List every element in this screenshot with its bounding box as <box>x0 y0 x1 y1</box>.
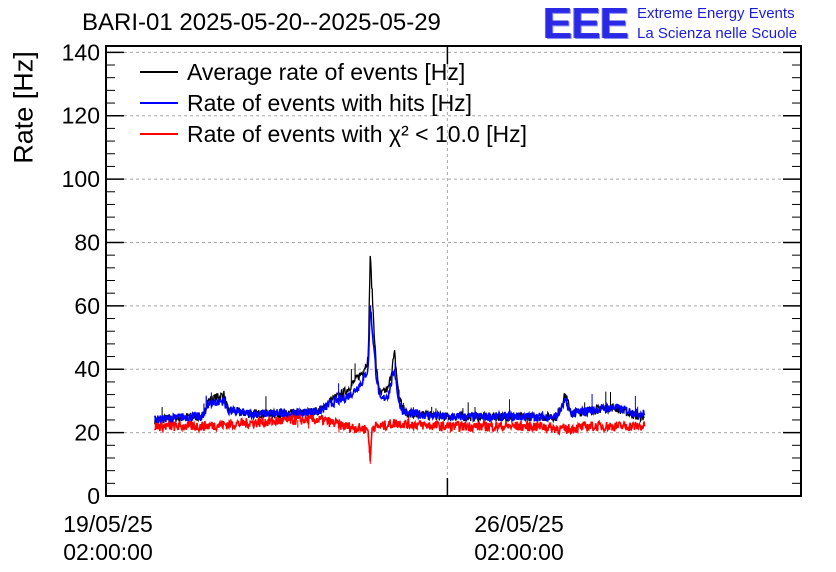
plot-frame <box>105 45 802 497</box>
x-tick-1-date: 19/05/25 <box>63 511 153 537</box>
y-tick-label-140: 140 <box>62 39 100 65</box>
y-tick-label-120: 120 <box>62 103 100 129</box>
x-tick-label-1: 19/05/25 02:00:00 <box>38 510 178 566</box>
y-tick-label-60: 60 <box>74 293 100 319</box>
x-tick-label-2: 26/05/25 02:00:00 <box>449 510 589 566</box>
series-line-hits <box>154 305 646 425</box>
logo-line-1: Extreme Energy Events <box>637 5 795 22</box>
legend-label-chi2: Rate of events with χ² < 10.0 [Hz] <box>187 120 527 147</box>
chart-title: BARI-01 2025-05-20--2025-05-29 <box>82 9 441 36</box>
y-tick-label-80: 80 <box>74 229 100 255</box>
y-tick-label-20: 20 <box>74 420 100 446</box>
legend-swatch-hits <box>140 102 178 104</box>
series-layer <box>154 255 646 464</box>
axis-ticks <box>105 46 801 497</box>
legend-entry-hits: Rate of events with hits [Hz] <box>140 89 472 117</box>
y-tick-label-100: 100 <box>62 166 100 192</box>
y-tick-labels: 0 20 40 60 80 100 120 140 <box>62 39 100 509</box>
series-line-chi2 <box>154 413 646 462</box>
x-tick-2-time: 02:00:00 <box>474 539 564 565</box>
y-axis-label: Rate [Hz] <box>8 51 39 164</box>
legend-label-hits: Rate of events with hits [Hz] <box>187 89 473 116</box>
legend-swatch-average <box>140 71 178 73</box>
legend-label-average: Average rate of events [Hz] <box>187 58 466 85</box>
grid-lines <box>106 46 801 496</box>
legend-entry-chi2: Rate of events with χ² < 10.0 [Hz] <box>140 120 527 148</box>
eee-logo: EEE <box>543 0 629 48</box>
legend-swatch-chi2 <box>140 133 178 135</box>
y-tick-label-40: 40 <box>74 356 100 382</box>
y-tick-label-0: 0 <box>87 483 100 509</box>
legend-entry-average: Average rate of events [Hz] <box>140 58 465 86</box>
x-tick-1-time: 02:00:00 <box>63 539 153 565</box>
logo-line-2: La Scienza nelle Scuole <box>637 25 798 42</box>
x-tick-2-date: 26/05/25 <box>474 511 564 537</box>
